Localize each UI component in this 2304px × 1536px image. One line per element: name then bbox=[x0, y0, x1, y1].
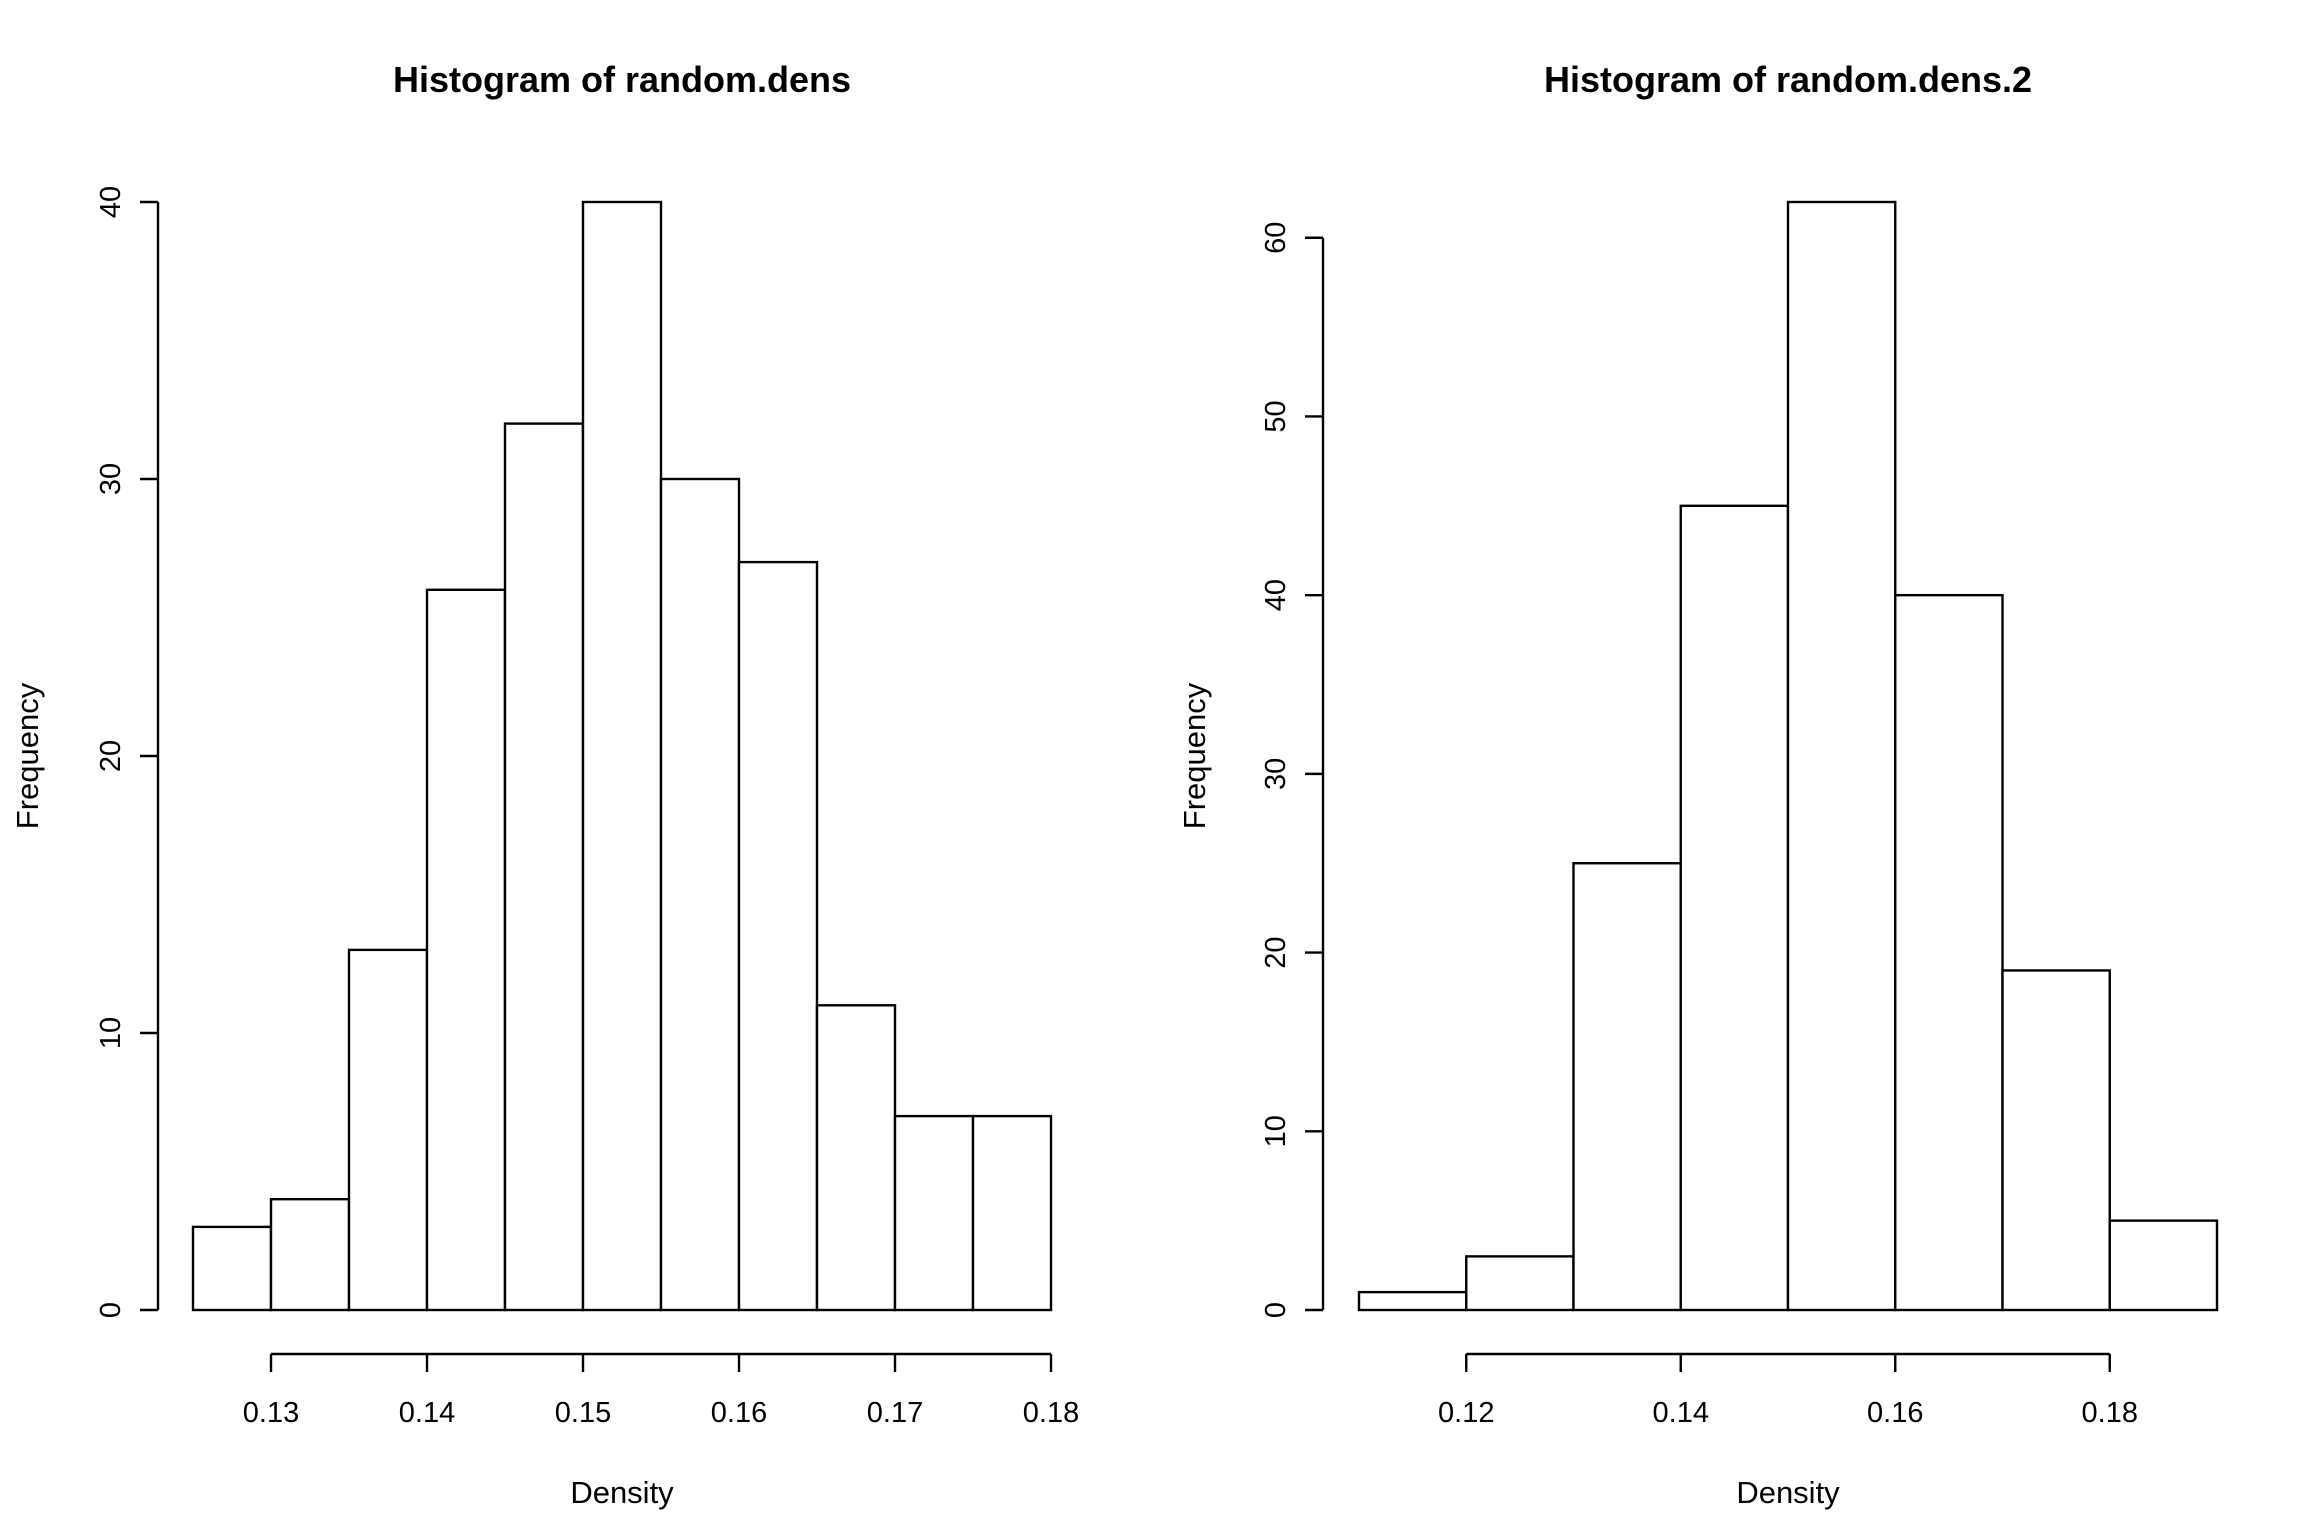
y-axis-label: Frequency bbox=[1177, 682, 1212, 829]
histogram-bar bbox=[269, 1197, 351, 1312]
x-tick-label: 0.18 bbox=[2082, 1397, 2138, 1429]
histogram-bar bbox=[503, 422, 585, 1312]
histogram-bar bbox=[893, 1114, 975, 1312]
y-tick-label: 40 bbox=[95, 186, 127, 218]
histogram-bar bbox=[815, 1004, 897, 1312]
y-tick-label: 0 bbox=[1260, 1302, 1292, 1318]
y-tick-label: 10 bbox=[1260, 1115, 1292, 1147]
x-tick-label: 0.18 bbox=[1023, 1397, 1079, 1429]
y-tick-label: 40 bbox=[1260, 579, 1292, 611]
histogram-bar bbox=[347, 948, 429, 1312]
chart-title: Histogram of random.dens bbox=[393, 59, 851, 100]
x-tick-label: 0.15 bbox=[555, 1397, 611, 1429]
histogram-bar bbox=[1572, 862, 1682, 1312]
histogram-bar bbox=[1786, 200, 1897, 1312]
y-tick-label: 30 bbox=[1260, 758, 1292, 790]
chart-title: Histogram of random.dens.2 bbox=[1544, 59, 2032, 100]
histogram-bar bbox=[737, 560, 819, 1312]
x-tick-label: 0.16 bbox=[711, 1397, 767, 1429]
y-tick-label: 10 bbox=[95, 1017, 127, 1049]
x-tick-label: 0.14 bbox=[1653, 1397, 1709, 1429]
x-tick-label: 0.12 bbox=[1438, 1397, 1494, 1429]
histogram-bar bbox=[425, 588, 507, 1312]
y-axis-label: Frequency bbox=[10, 682, 45, 829]
histogram-bar bbox=[2108, 1219, 2219, 1312]
y-tick-label: 60 bbox=[1260, 222, 1292, 254]
x-axis-label: Density bbox=[570, 1475, 674, 1510]
histogram-bar bbox=[1679, 504, 1790, 1312]
y-tick-label: 20 bbox=[95, 740, 127, 772]
x-tick-label: 0.17 bbox=[867, 1397, 923, 1429]
y-tick-label: 30 bbox=[95, 463, 127, 495]
histogram-bar bbox=[191, 1225, 273, 1312]
histogram-panel-2: Histogram of random.dens.2 Density Frequ… bbox=[1177, 59, 2219, 1510]
histogram-bar bbox=[1894, 593, 2004, 1312]
histogram-bar bbox=[659, 477, 741, 1312]
x-tick-label: 0.14 bbox=[399, 1397, 455, 1429]
histogram-bar bbox=[581, 200, 663, 1312]
histogram-panel-1: Histogram of random.dens Density Frequen… bbox=[10, 59, 1079, 1510]
y-tick-label: 20 bbox=[1260, 936, 1292, 968]
histogram-bar bbox=[2001, 969, 2111, 1312]
histogram-bar bbox=[971, 1114, 1053, 1312]
x-tick-label: 0.13 bbox=[243, 1397, 299, 1429]
y-tick-label: 50 bbox=[1260, 400, 1292, 432]
x-axis-label: Density bbox=[1736, 1475, 1840, 1510]
histogram-bar bbox=[1465, 1255, 1575, 1312]
x-tick-label: 0.16 bbox=[1867, 1397, 1923, 1429]
y-tick-label: 0 bbox=[95, 1302, 127, 1318]
histogram-bar bbox=[1357, 1290, 1468, 1312]
